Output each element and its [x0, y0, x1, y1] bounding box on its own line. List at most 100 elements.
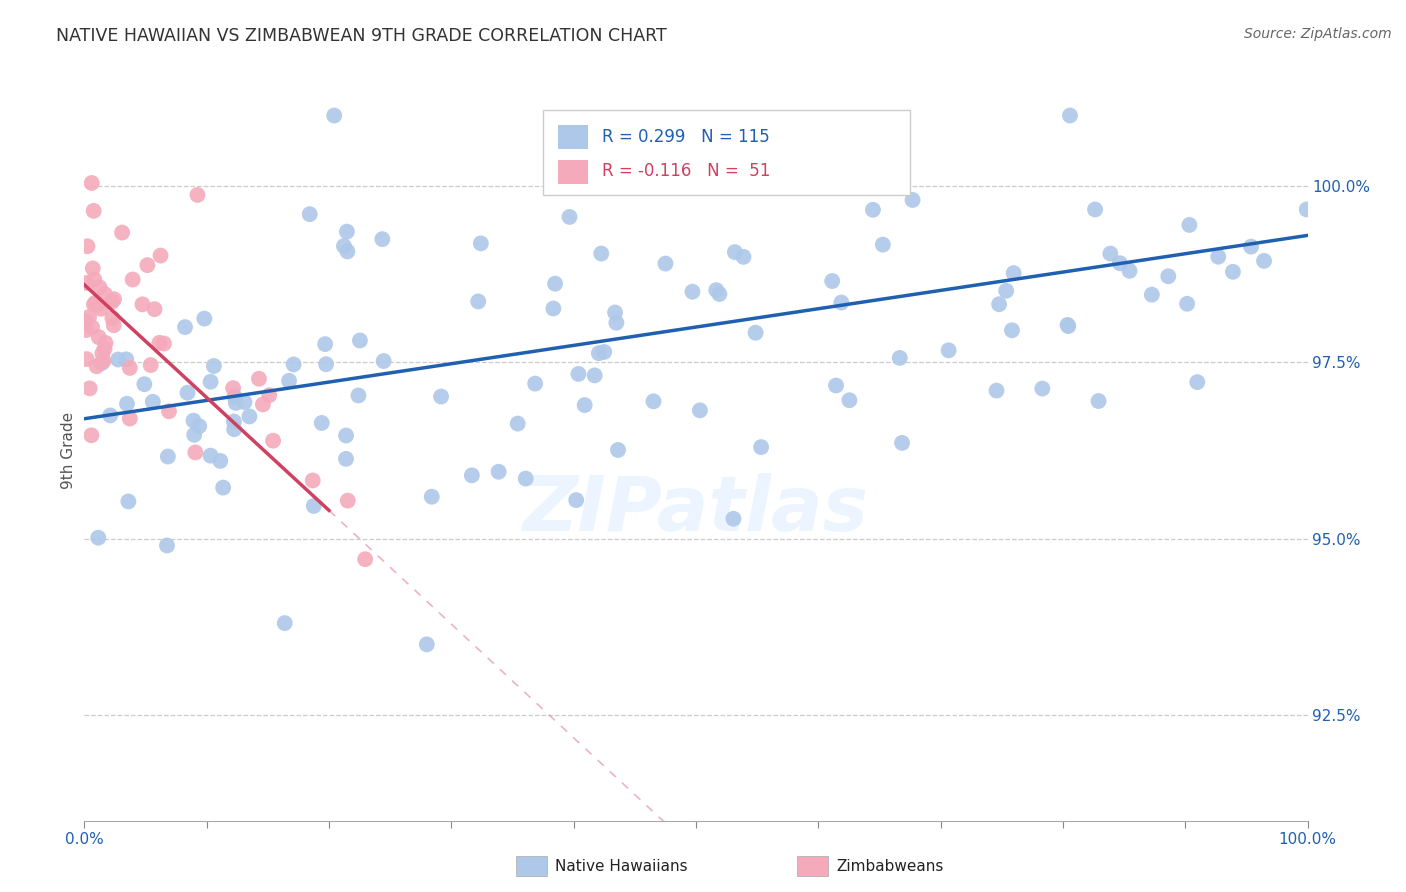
Point: [80, 320, 103, 334]
Point: [995, 284, 1018, 298]
Point: [87, 297, 110, 311]
Point: [591, 246, 613, 260]
Point: [252, 397, 274, 411]
Point: [83, 272, 105, 286]
Point: [111, 226, 134, 240]
Point: [315, 357, 337, 371]
Point: [200, 449, 222, 463]
Point: [121, 272, 143, 286]
Point: [77, 310, 100, 324]
Point: [723, 512, 745, 526]
Point: [143, 302, 166, 317]
Point: [183, 427, 205, 442]
Point: [593, 345, 616, 359]
Point: [709, 287, 731, 301]
Point: [567, 367, 589, 381]
Point: [347, 388, 370, 402]
Point: [224, 422, 246, 436]
Point: [103, 318, 125, 333]
Point: [335, 428, 357, 442]
Point: [238, 409, 260, 424]
Point: [222, 415, 245, 429]
Point: [565, 493, 588, 508]
Point: [212, 481, 235, 495]
Text: R = -0.116   N =  51: R = -0.116 N = 51: [602, 162, 770, 180]
Point: [1295, 202, 1317, 217]
Point: [274, 616, 297, 631]
Point: [354, 552, 377, 566]
Point: [506, 417, 529, 431]
Point: [283, 358, 305, 372]
Point: [94, 335, 117, 350]
Point: [222, 381, 245, 395]
Point: [583, 368, 606, 383]
Point: [101, 294, 124, 309]
Point: [1118, 264, 1140, 278]
FancyBboxPatch shape: [543, 110, 910, 195]
Point: [1240, 239, 1263, 253]
Point: [336, 225, 359, 239]
Point: [643, 394, 665, 409]
Point: [79, 381, 101, 395]
Point: [988, 297, 1011, 311]
Point: [103, 292, 125, 306]
Text: Zimbabweans: Zimbabweans: [837, 859, 943, 873]
Point: [1099, 246, 1122, 260]
Point: [1002, 266, 1025, 280]
Point: [157, 404, 180, 418]
Point: [75, 323, 97, 337]
Point: [938, 343, 960, 358]
Point: [247, 372, 270, 386]
Point: [117, 494, 139, 508]
Point: [1253, 253, 1275, 268]
Point: [654, 256, 676, 270]
Point: [298, 207, 321, 221]
Point: [193, 311, 215, 326]
Y-axis label: 9th Grade: 9th Grade: [60, 412, 76, 489]
Point: [86, 359, 108, 374]
Point: [186, 188, 208, 202]
Point: [1108, 256, 1130, 270]
Point: [302, 499, 325, 513]
Point: [90, 301, 112, 316]
Point: [420, 490, 443, 504]
Point: [94, 287, 117, 301]
Point: [524, 376, 547, 391]
Point: [257, 388, 280, 402]
Point: [98, 409, 121, 423]
Point: [430, 390, 453, 404]
Point: [83, 297, 105, 311]
Point: [174, 320, 197, 334]
Point: [749, 440, 772, 454]
Point: [335, 451, 357, 466]
Point: [558, 210, 581, 224]
Point: [872, 237, 894, 252]
Point: [1157, 269, 1180, 284]
Point: [574, 398, 596, 412]
Point: [1140, 287, 1163, 301]
Point: [93, 354, 115, 368]
Point: [131, 297, 153, 311]
Point: [607, 442, 630, 457]
Point: [603, 305, 626, 319]
Point: [233, 395, 256, 409]
Point: [176, 385, 198, 400]
Point: [862, 202, 884, 217]
Point: [118, 411, 141, 425]
Text: NATIVE HAWAIIAN VS ZIMBABWEAN 9TH GRADE CORRELATION CHART: NATIVE HAWAIIAN VS ZIMBABWEAN 9TH GRADE …: [56, 27, 666, 45]
Point: [724, 245, 747, 260]
Point: [301, 474, 323, 488]
Point: [543, 301, 565, 316]
Point: [889, 351, 911, 365]
Point: [80, 176, 103, 190]
Point: [149, 248, 172, 262]
FancyBboxPatch shape: [558, 126, 588, 149]
Point: [136, 258, 159, 272]
Point: [142, 394, 165, 409]
Point: [209, 454, 232, 468]
Point: [333, 239, 356, 253]
Point: [681, 285, 703, 299]
Point: [225, 396, 247, 410]
Point: [901, 193, 924, 207]
Point: [323, 109, 346, 123]
